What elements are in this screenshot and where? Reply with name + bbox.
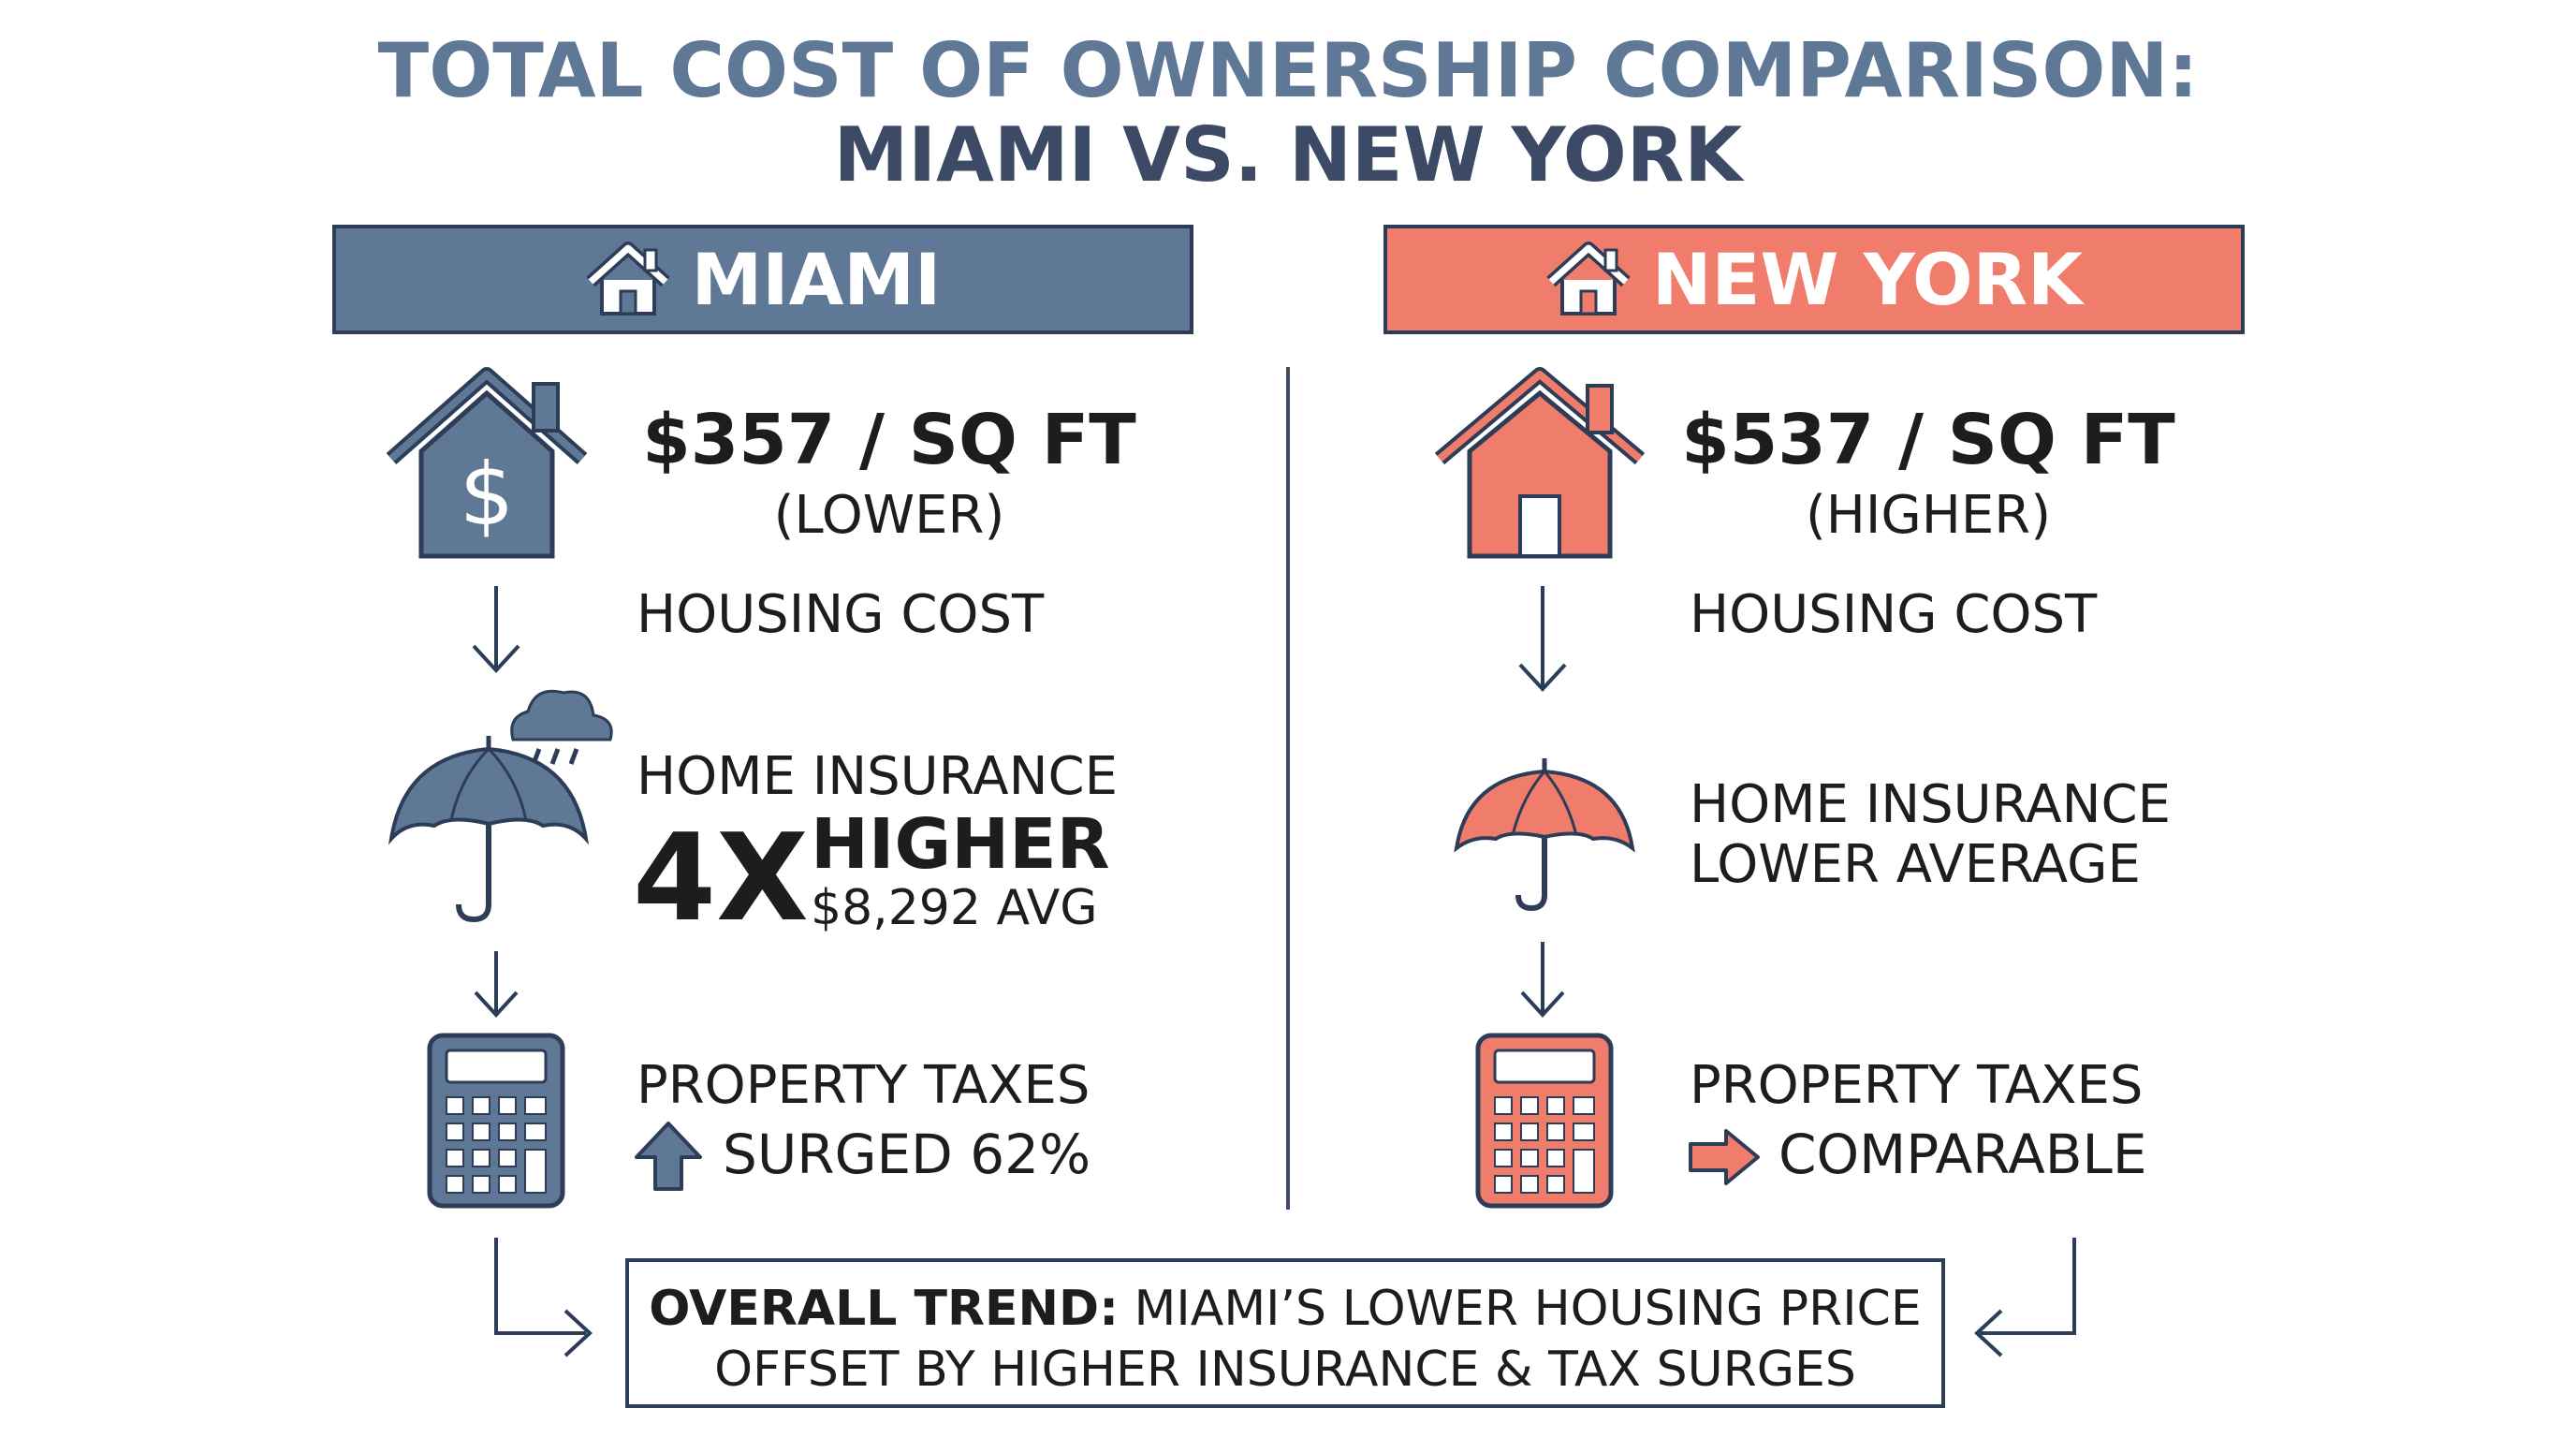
new-york-housing-label: HOUSING COST xyxy=(1690,584,2098,645)
miami-price-note: (LOWER) xyxy=(773,485,1005,546)
new-york-header: NEW YORK xyxy=(1383,225,2245,334)
title-line-1: TOTAL COST OF OWNERSHIP COMPARISON: xyxy=(377,27,2199,114)
home-icon xyxy=(1545,241,1632,317)
miami-insurance-label: HOME INSURANCE xyxy=(637,746,1118,807)
arrow-down-icon xyxy=(468,947,524,1026)
umbrella-rain-icon xyxy=(386,674,629,931)
connector-arrow-right xyxy=(1966,1234,2097,1369)
miami-housing-label: HOUSING COST xyxy=(637,584,1045,645)
new-york-price-note: (HIGHER) xyxy=(1805,485,2052,546)
arrow-up-icon xyxy=(633,1120,704,1195)
trend-line-2: OFFSET BY HIGHER INSURANCE & TAX SURGES xyxy=(714,1342,1856,1398)
miami-header: MIAMI xyxy=(332,225,1193,334)
house-icon xyxy=(1432,365,1647,565)
new-york-taxes-label: PROPERTY TAXES xyxy=(1690,1055,2144,1116)
miami-insurance-avg: $8,292 AVG xyxy=(811,880,1098,936)
arrow-right-icon xyxy=(1687,1127,1762,1191)
connector-arrow-left xyxy=(468,1234,599,1369)
umbrella-icon xyxy=(1451,749,1638,921)
new-york-taxes-value: COMPARABLE xyxy=(1778,1123,2147,1186)
overall-trend-box: OVERALL TREND: MIAMI’S LOWER HOUSING PRI… xyxy=(625,1258,1945,1408)
miami-taxes-value: SURGED 62% xyxy=(723,1123,1091,1186)
arrow-down-icon xyxy=(1515,582,1571,698)
trend-line-1: OVERALL TREND: MIAMI’S LOWER HOUSING PRI… xyxy=(629,1279,1941,1340)
house-dollar-icon: $ xyxy=(384,365,590,565)
column-divider xyxy=(1286,367,1290,1210)
new-york-price: $537 / SQ FT xyxy=(1681,400,2175,480)
new-york-header-label: NEW YORK xyxy=(1651,238,2084,321)
miami-price: $357 / SQ FT xyxy=(642,400,1136,480)
trend-label: OVERALL TREND: xyxy=(649,1281,1120,1337)
title-line-2: MIAMI VS. NEW YORK xyxy=(833,111,1743,198)
miami-taxes-label: PROPERTY TAXES xyxy=(637,1055,1090,1116)
new-york-insurance-line-2: LOWER AVERAGE xyxy=(1690,834,2141,895)
calculator-icon xyxy=(1474,1032,1615,1213)
miami-insurance-multiplier: 4X xyxy=(633,809,809,948)
miami-insurance-higher: HIGHER xyxy=(811,804,1110,885)
trend-line-1-text: MIAMI’S LOWER HOUSING PRICE xyxy=(1119,1281,1922,1337)
calculator-icon xyxy=(426,1032,566,1213)
new-york-insurance-line-1: HOME INSURANCE xyxy=(1690,774,2171,835)
arrow-down-icon xyxy=(1515,938,1571,1026)
svg-text:$: $ xyxy=(460,445,515,545)
home-icon xyxy=(585,241,671,317)
miami-header-label: MIAMI xyxy=(691,238,942,321)
arrow-down-icon xyxy=(468,582,524,680)
